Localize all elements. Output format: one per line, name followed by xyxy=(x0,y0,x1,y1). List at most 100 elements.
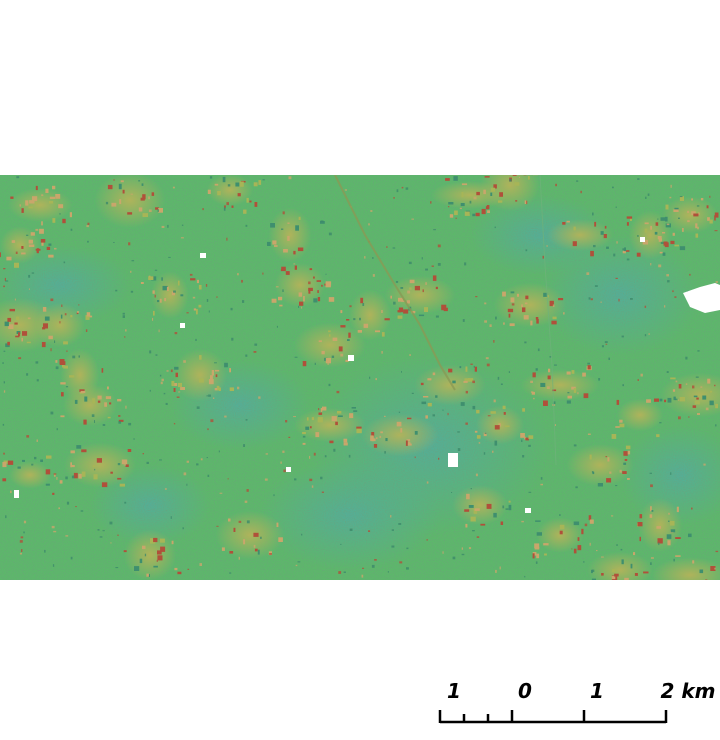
terrain-pixel xyxy=(575,486,578,489)
terrain-pixel xyxy=(396,189,399,193)
terrain-patch xyxy=(123,529,177,580)
terrain-pixel xyxy=(26,373,29,376)
terrain-pixel xyxy=(48,335,53,340)
terrain-patch xyxy=(587,551,653,580)
terrain-pixel xyxy=(6,256,12,261)
terrain-pixel xyxy=(229,368,231,373)
terrain-pixel xyxy=(511,303,515,306)
terrain-pixel xyxy=(70,315,73,318)
terrain-pixel xyxy=(298,292,303,297)
terrain-pixel xyxy=(309,478,313,482)
terrain-pixel xyxy=(235,182,241,187)
terrain-pixel xyxy=(160,546,166,552)
terrain-pixel xyxy=(347,339,350,341)
terrain-pixel xyxy=(374,559,377,561)
terrain-pixel xyxy=(117,399,122,402)
terrain-pixel xyxy=(346,319,350,321)
terrain-pixel xyxy=(14,298,16,301)
terrain-pixel xyxy=(542,255,544,259)
terrain-pixel xyxy=(229,387,234,391)
terrain-pixel xyxy=(675,380,678,383)
terrain-pixel xyxy=(148,196,150,200)
terrain-pixel xyxy=(227,478,229,480)
terrain-pixel xyxy=(592,471,595,475)
terrain-patch xyxy=(547,219,613,251)
terrain-pixel xyxy=(484,176,490,178)
terrain-pixel xyxy=(331,416,337,422)
terrain-pixel xyxy=(151,192,155,196)
terrain-pixel xyxy=(65,476,68,480)
terrain-pixel xyxy=(224,362,228,368)
terrain-pixel xyxy=(472,405,476,410)
terrain-pixel xyxy=(207,428,209,431)
terrain-pixel xyxy=(158,329,160,333)
terrain-pixel xyxy=(104,402,107,407)
terrain-pixel xyxy=(14,322,18,325)
terrain-pixel xyxy=(692,385,695,389)
terrain-pixel xyxy=(474,508,480,511)
terrain-pixel xyxy=(667,280,670,283)
terrain-pixel xyxy=(566,400,571,404)
terrain-pixel xyxy=(522,307,526,313)
terrain-pixel xyxy=(457,448,461,451)
terrain-pixel xyxy=(349,528,353,531)
terrain-pixel xyxy=(370,210,373,212)
terrain-pixel xyxy=(381,351,383,354)
terrain-pixel xyxy=(231,337,234,341)
terrain-pixel xyxy=(691,211,696,216)
terrain-pixel xyxy=(76,311,80,313)
terrain-pixel xyxy=(23,520,27,524)
terrain-pixel xyxy=(668,520,670,522)
terrain-pixel xyxy=(524,341,527,344)
terrain-pixel xyxy=(157,555,163,561)
terrain-pixel xyxy=(173,423,176,425)
terrain-pixel xyxy=(453,176,458,181)
terrain-pixel xyxy=(325,273,327,275)
terrain-pixel xyxy=(109,521,113,525)
terrain-pixel xyxy=(705,407,709,411)
terrain-pixel xyxy=(340,310,343,314)
terrain-pixel xyxy=(314,362,316,365)
terrain-pixel xyxy=(600,301,602,303)
terrain-pixel xyxy=(338,571,342,574)
elevation-raster[interactable] xyxy=(0,175,720,580)
terrain-pixel xyxy=(499,566,501,570)
terrain-pixel xyxy=(601,573,604,576)
terrain-pixel xyxy=(190,278,196,281)
terrain-pixel xyxy=(590,250,594,257)
terrain-pixel xyxy=(205,284,208,287)
terrain-pixel xyxy=(230,307,233,311)
terrain-pixel xyxy=(18,332,21,337)
terrain-pixel xyxy=(461,183,468,186)
terrain-pixel xyxy=(3,452,5,455)
terrain-pixel xyxy=(5,280,9,282)
terrain-pixel xyxy=(448,202,454,205)
terrain-pixel xyxy=(626,216,633,219)
terrain-pixel xyxy=(510,291,515,294)
terrain-pixel xyxy=(709,195,711,198)
terrain-pixel xyxy=(490,187,495,192)
terrain-pixel xyxy=(317,290,319,293)
terrain-pixel xyxy=(655,222,659,226)
terrain-pixel xyxy=(392,247,396,249)
terrain-pixel xyxy=(407,417,412,420)
terrain-pixel xyxy=(696,205,700,207)
terrain-pixel xyxy=(359,317,361,321)
terrain-pixel xyxy=(183,360,186,363)
terrain-pixel xyxy=(85,315,90,320)
terrain-pixel xyxy=(494,226,496,229)
terrain-pixel xyxy=(118,419,124,422)
terrain-pixel xyxy=(700,198,704,201)
terrain-pixel xyxy=(293,416,296,418)
terrain-pixel xyxy=(36,439,38,442)
terrain-pixel xyxy=(530,380,533,383)
terrain-pixel xyxy=(46,455,52,459)
terrain-pixel xyxy=(665,223,671,228)
terrain-pixel xyxy=(264,478,268,481)
terrain-pixel xyxy=(468,505,474,508)
terrain-pixel xyxy=(320,408,323,412)
terrain-pixel xyxy=(611,515,614,517)
terrain-pixel xyxy=(11,240,16,243)
terrain-pixel xyxy=(7,460,14,465)
terrain-pixel xyxy=(340,353,344,357)
